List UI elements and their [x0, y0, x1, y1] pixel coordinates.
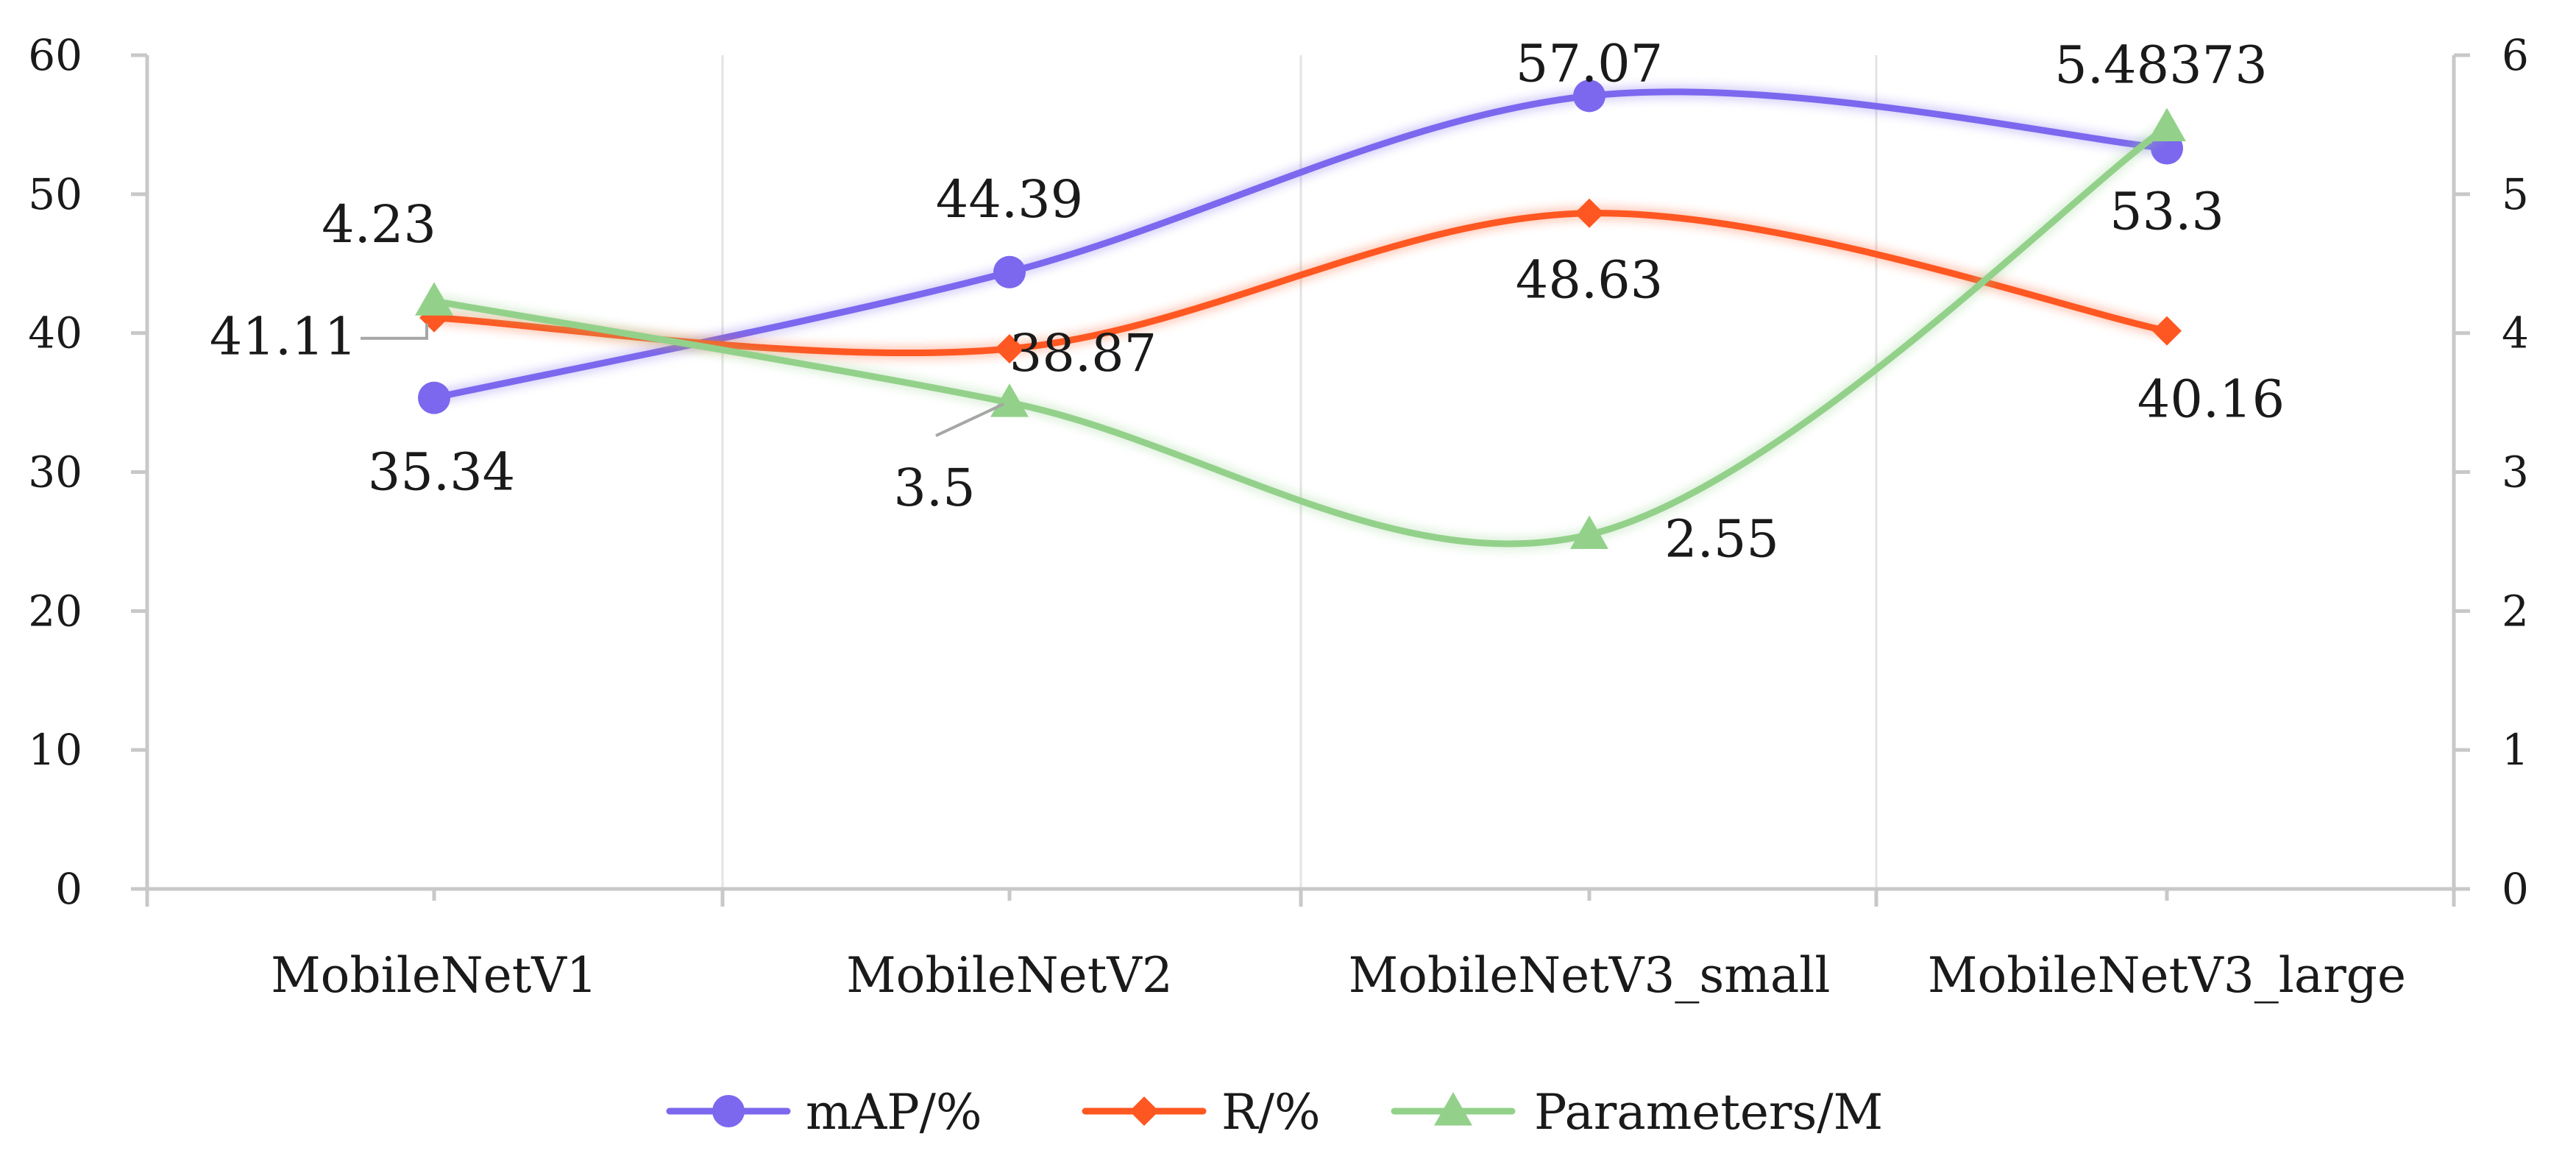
y-right-tick-label: 1	[2502, 725, 2529, 775]
recall-point	[995, 334, 1024, 364]
parameters-point	[990, 383, 1029, 417]
data-label-layer: 35.34 44.39 57.07 53.3 41.11 38.87 48.63 40.16 4…	[210, 33, 2285, 569]
parameters-data-label: 3.5	[893, 458, 975, 518]
y-left-tick-label: 10	[28, 725, 82, 775]
y-left-tick-label: 60	[28, 30, 82, 80]
map-point	[1573, 79, 1605, 113]
map-data-label: 57.07	[1516, 33, 1663, 93]
x-category-label: MobileNetV3_large	[1928, 947, 2406, 1004]
map-data-label: 53.3	[2110, 182, 2224, 242]
recall-point	[2152, 316, 2182, 346]
y-left-tick-label: 20	[28, 586, 82, 636]
x-category-label: MobileNetV3_small	[1349, 947, 1831, 1004]
legend: mAP/% R/% Parameters/M	[666, 1084, 1883, 1141]
recall-data-label: 48.63	[1516, 250, 1663, 311]
series-layer	[415, 79, 2186, 550]
parameters-point	[2148, 107, 2186, 141]
parameters-data-label: 2.55	[1664, 508, 1779, 569]
recall-point	[1575, 198, 1604, 228]
map-point	[993, 255, 1026, 288]
y-right-tick-label: 0	[2502, 864, 2529, 914]
y-right-tick-label: 5	[2502, 169, 2529, 219]
map-point	[418, 381, 450, 414]
y-left-tick-label: 40	[28, 308, 82, 358]
legend-label-recall: R/%	[1221, 1084, 1321, 1141]
y-right-tick-label: 6	[2502, 30, 2529, 80]
legend-label-parameters: Parameters/M	[1534, 1084, 1883, 1141]
parameters-point	[1570, 515, 1608, 549]
parameters-line	[430, 123, 2171, 547]
recall-data-label: 41.11	[210, 307, 357, 367]
x-category-label: MobileNetV2	[846, 947, 1173, 1004]
x-category-label: MobileNetV1	[271, 947, 597, 1004]
grid-layer	[721, 55, 1878, 889]
legend-label-map: mAP/%	[806, 1084, 982, 1141]
legend-marker-recall	[1129, 1096, 1159, 1126]
axis-layer: 0 10 20 30 40 50 60 0 1 2 3 4 5 6 MobileNetV1 MobileNet…	[28, 30, 2529, 1004]
legend-item-recall: R/%	[1082, 1084, 1321, 1141]
recall-label-leader	[361, 323, 428, 340]
y-left-tick-label: 30	[28, 447, 82, 497]
legend-item-map: mAP/%	[666, 1084, 982, 1141]
map-data-label: 44.39	[936, 169, 1083, 230]
y-right-tick-label: 4	[2502, 308, 2529, 358]
legend-marker-parameters	[1434, 1092, 1472, 1126]
parameters-point	[415, 282, 453, 316]
legend-marker-map	[712, 1095, 745, 1127]
y-left-tick-label: 0	[55, 864, 82, 914]
y-right-tick-label: 3	[2502, 447, 2529, 497]
recall-data-label: 40.16	[2137, 369, 2285, 430]
recall-data-label: 38.87	[1010, 323, 1157, 383]
y-left-tick-label: 50	[28, 169, 82, 219]
parameters-data-label: 5.48373	[2054, 35, 2267, 95]
parameters-label-leader	[935, 403, 1004, 437]
parameters-data-label: 4.23	[322, 194, 436, 255]
y-right-tick-label: 2	[2502, 586, 2529, 636]
legend-item-parameters: Parameters/M	[1391, 1084, 1883, 1141]
map-data-label: 35.34	[368, 442, 515, 503]
